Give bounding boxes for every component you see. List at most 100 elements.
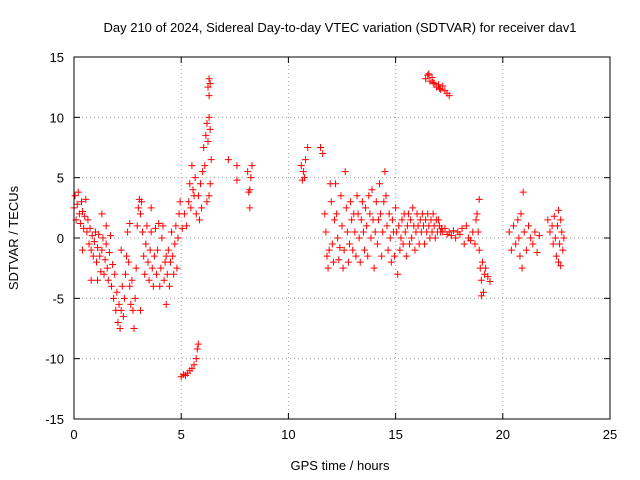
data-point bbox=[348, 216, 356, 224]
data-point bbox=[124, 228, 132, 236]
data-point bbox=[207, 156, 215, 164]
data-point bbox=[381, 168, 389, 176]
data-point bbox=[387, 258, 395, 266]
data-point bbox=[425, 70, 433, 78]
data-point bbox=[78, 198, 86, 206]
data-point bbox=[110, 294, 118, 302]
data-point bbox=[195, 216, 203, 224]
data-point bbox=[333, 210, 341, 218]
data-point bbox=[399, 240, 407, 248]
data-point bbox=[304, 144, 312, 151]
data-point bbox=[206, 180, 214, 188]
data-point bbox=[472, 216, 480, 224]
data-point bbox=[118, 282, 126, 290]
data-point bbox=[160, 276, 168, 284]
data-point bbox=[134, 204, 142, 212]
data-point bbox=[126, 282, 134, 290]
data-point bbox=[117, 246, 125, 254]
data-point bbox=[204, 83, 212, 91]
data-point bbox=[120, 294, 128, 302]
data-point bbox=[335, 256, 343, 264]
data-point bbox=[363, 222, 371, 230]
data-point bbox=[138, 198, 146, 206]
data-point bbox=[95, 230, 103, 238]
data-point bbox=[366, 210, 374, 218]
data-point bbox=[480, 288, 488, 296]
data-point bbox=[434, 216, 442, 224]
data-point bbox=[354, 210, 362, 218]
data-point bbox=[533, 248, 541, 256]
data-point bbox=[379, 228, 387, 236]
data-point bbox=[82, 195, 90, 203]
data-point bbox=[362, 204, 370, 212]
data-point bbox=[79, 246, 87, 254]
data-point bbox=[129, 306, 137, 314]
data-point bbox=[248, 162, 256, 170]
data-point bbox=[127, 300, 135, 308]
data-point bbox=[404, 210, 412, 218]
x-tick-label: 15 bbox=[388, 427, 402, 442]
data-point bbox=[192, 355, 200, 363]
data-point bbox=[165, 282, 173, 290]
data-point bbox=[467, 236, 475, 244]
data-point bbox=[551, 234, 559, 242]
data-point bbox=[512, 240, 520, 248]
data-point bbox=[245, 188, 253, 196]
data-point bbox=[131, 294, 139, 302]
data-point bbox=[408, 234, 416, 242]
data-point bbox=[153, 270, 161, 278]
data-point bbox=[391, 252, 399, 260]
data-point bbox=[157, 264, 165, 272]
data-point bbox=[233, 176, 241, 184]
data-point bbox=[397, 234, 405, 242]
data-point bbox=[106, 232, 114, 240]
data-point bbox=[383, 222, 391, 230]
data-point bbox=[94, 244, 102, 252]
data-point bbox=[178, 224, 186, 232]
data-point bbox=[147, 204, 155, 212]
data-point bbox=[79, 207, 87, 215]
data-point bbox=[386, 234, 394, 242]
data-point bbox=[546, 228, 554, 236]
data-point bbox=[376, 180, 384, 188]
data-point bbox=[424, 71, 432, 79]
data-point bbox=[98, 246, 106, 254]
data-point bbox=[388, 216, 396, 224]
data-point bbox=[507, 246, 515, 254]
data-point bbox=[104, 276, 112, 284]
grid bbox=[74, 57, 610, 419]
data-point bbox=[527, 234, 535, 242]
data-point bbox=[434, 81, 442, 89]
data-point bbox=[398, 216, 406, 224]
data-point bbox=[125, 258, 133, 266]
data-point bbox=[146, 246, 154, 254]
data-point bbox=[364, 252, 372, 260]
data-point bbox=[449, 227, 457, 235]
data-point bbox=[365, 192, 373, 200]
data-point bbox=[188, 364, 196, 372]
data-point bbox=[162, 252, 170, 260]
data-point bbox=[346, 240, 354, 248]
data-point bbox=[302, 156, 310, 164]
data-point bbox=[191, 174, 199, 182]
data-point bbox=[100, 270, 108, 278]
data-point bbox=[558, 228, 566, 236]
data-point bbox=[102, 222, 110, 230]
data-point bbox=[426, 77, 434, 85]
data-point bbox=[111, 270, 119, 278]
data-point bbox=[552, 252, 560, 260]
data-point bbox=[429, 78, 437, 86]
data-point bbox=[109, 261, 117, 269]
data-point bbox=[361, 246, 369, 254]
data-point bbox=[514, 216, 522, 224]
data-point bbox=[555, 258, 563, 266]
data-point bbox=[477, 292, 485, 300]
data-point bbox=[133, 222, 141, 230]
data-point bbox=[529, 240, 537, 248]
data-point bbox=[374, 216, 382, 224]
data-point bbox=[373, 240, 381, 248]
data-point bbox=[140, 252, 148, 260]
data-point bbox=[147, 228, 155, 236]
data-point bbox=[409, 204, 417, 212]
